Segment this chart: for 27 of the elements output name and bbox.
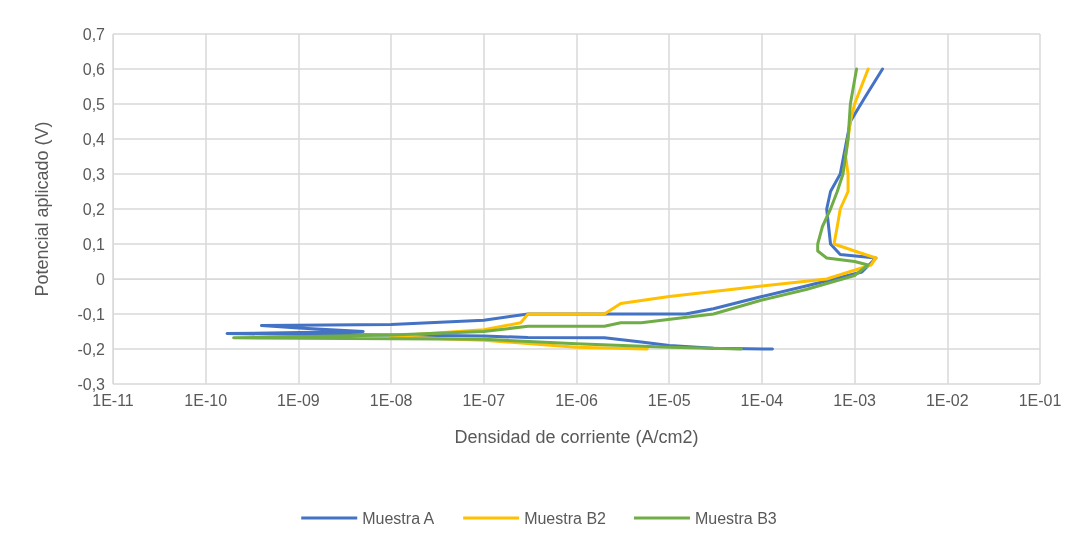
y-tick-label: 0,1 xyxy=(82,235,106,253)
y-tick-label: 0,7 xyxy=(82,25,106,43)
y-tick-label: 0,2 xyxy=(82,200,106,218)
y-axis-title: Potencial aplicado (V) xyxy=(32,121,52,297)
y-tick-label: -0,3 xyxy=(77,375,106,393)
x-tick-label: 1E-04 xyxy=(740,391,784,409)
x-tick-label: 1E-01 xyxy=(1018,391,1062,409)
legend-label: Muestra A xyxy=(362,509,435,527)
x-tick-label: 1E-06 xyxy=(555,391,598,409)
x-axis-title: Densidad de corriente (A/cm2) xyxy=(454,427,699,447)
y-tick-label: 0,5 xyxy=(82,95,106,113)
legend-label: Muestra B2 xyxy=(524,509,607,527)
x-tick-label: 1E-03 xyxy=(833,391,877,409)
x-tick-label: 1E-11 xyxy=(92,391,134,409)
y-tick-label: -0,2 xyxy=(77,340,106,358)
x-tick-label: 1E-05 xyxy=(647,391,691,409)
x-tick-label: 1E-10 xyxy=(184,391,228,409)
y-tick-label: 0 xyxy=(96,270,106,288)
legend-label: Muestra B3 xyxy=(694,509,777,527)
y-tick-label: 0,4 xyxy=(82,130,106,148)
y-tick-label: 0,3 xyxy=(82,165,106,183)
y-tick-label: -0,1 xyxy=(77,305,106,323)
x-tick-label: 1E-02 xyxy=(925,391,969,409)
x-tick-label: 1E-08 xyxy=(369,391,413,409)
y-tick-label: 0,6 xyxy=(82,60,106,78)
x-tick-label: 1E-07 xyxy=(462,391,506,409)
x-tick-label: 1E-09 xyxy=(277,391,320,409)
